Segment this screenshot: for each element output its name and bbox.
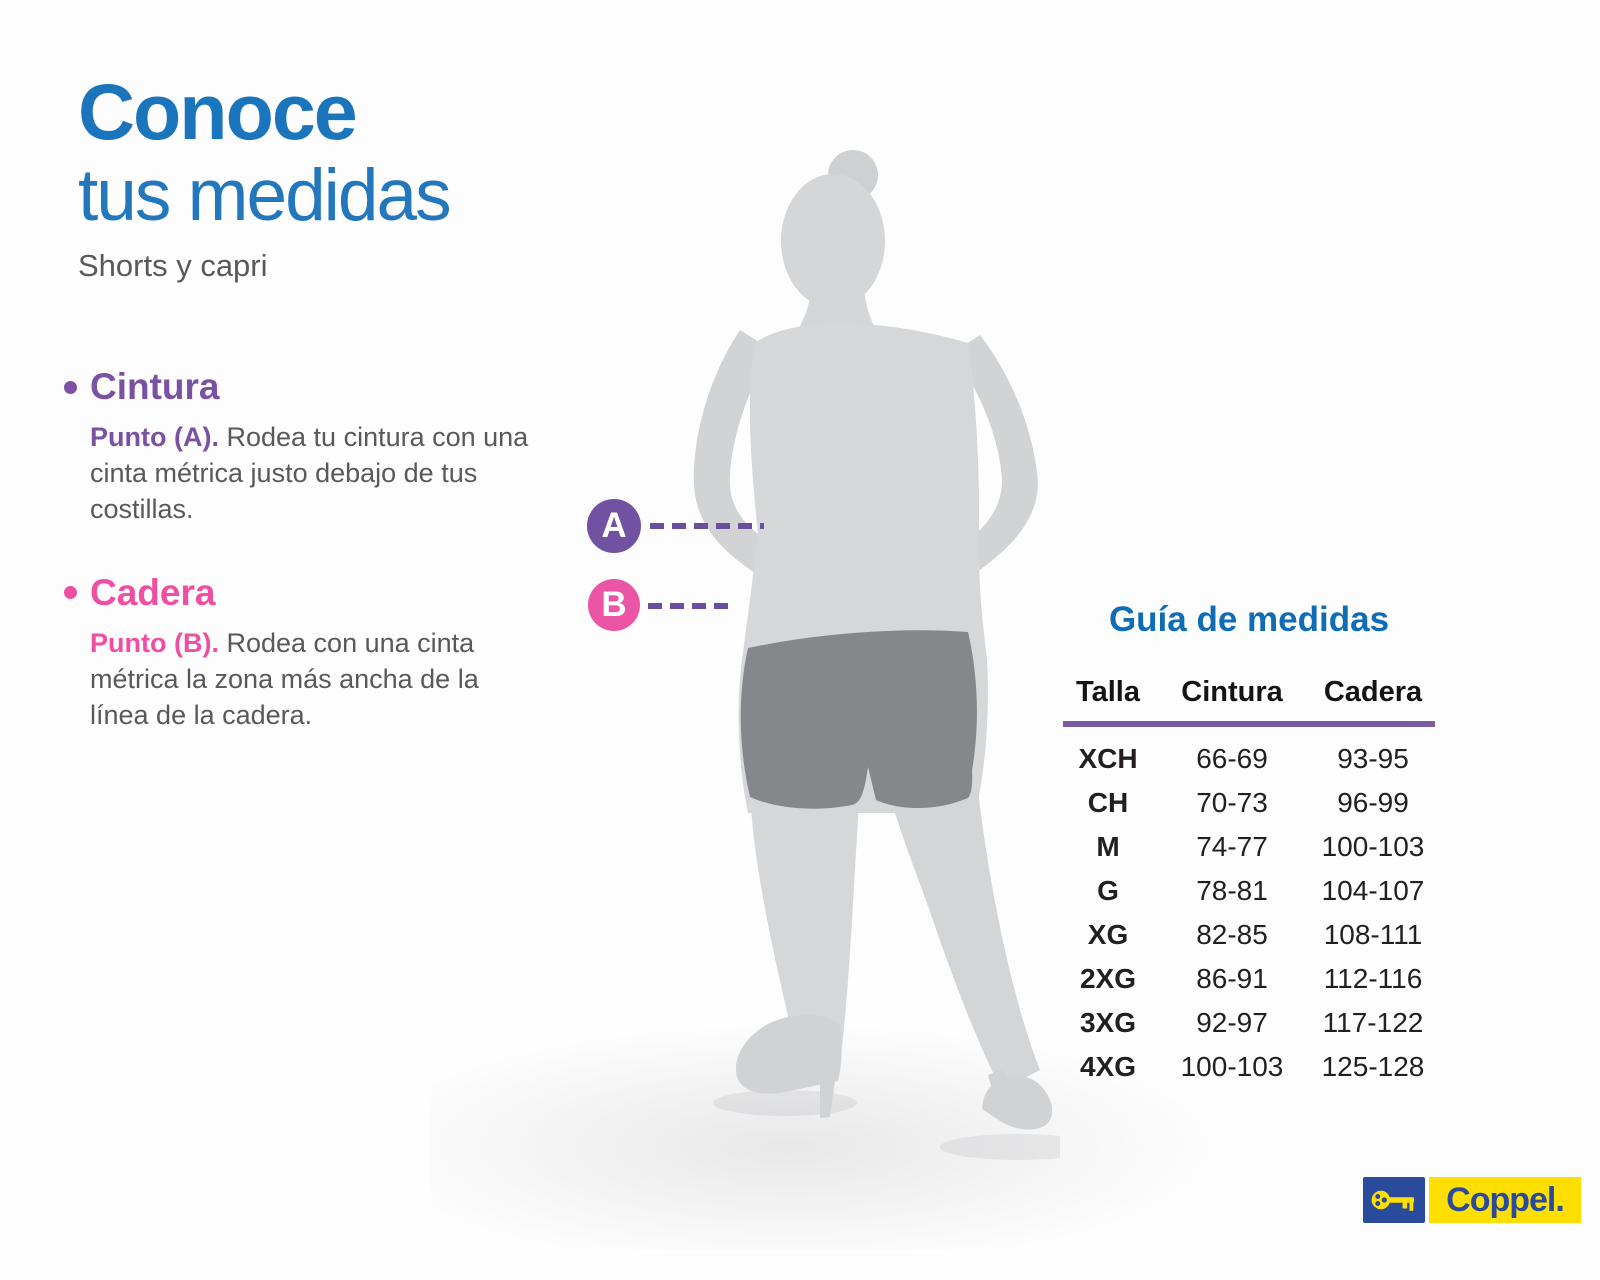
hip-marker-b: B bbox=[588, 579, 640, 631]
cell-cadera: 125-128 bbox=[1321, 1051, 1425, 1082]
instruction-sections: Cintura Punto (A). Rodea tu cintura con … bbox=[64, 366, 544, 733]
cintura-heading: Cintura bbox=[90, 366, 220, 407]
cell-cintura: 82-85 bbox=[1196, 919, 1268, 950]
cell-talla: CH bbox=[1087, 787, 1129, 818]
cell-talla: XG bbox=[1087, 919, 1129, 950]
cell-talla: G bbox=[1097, 875, 1119, 906]
page-title-line2: tus medidas bbox=[78, 155, 452, 236]
cell-cadera: 93-95 bbox=[1337, 743, 1409, 774]
cell-talla: 3XG bbox=[1079, 1007, 1137, 1038]
size-guide-title: Guía de medidas bbox=[1108, 600, 1390, 639]
cell-cadera: 112-116 bbox=[1323, 963, 1423, 994]
cell-cintura: 78-81 bbox=[1196, 875, 1268, 906]
coppel-key-icon bbox=[1363, 1177, 1425, 1223]
cintura-body-text: Rodea tu cintura con una cinta métrica j… bbox=[90, 422, 529, 524]
cell-talla: 2XG bbox=[1079, 963, 1137, 994]
table-row: 3XG 92-97 117-122 bbox=[1063, 1001, 1435, 1045]
cell-cadera: 117-122 bbox=[1322, 1007, 1424, 1038]
size-table: Talla Cintura Cadera XCH 66-69 93-95 CH … bbox=[1063, 676, 1435, 1089]
cintura-bullet-icon bbox=[64, 380, 77, 394]
cadera-instruction: Punto (B). Rodea con una cinta métrica l… bbox=[90, 626, 538, 734]
cell-cintura: 92-97 bbox=[1196, 1007, 1268, 1038]
hip-dashed-line bbox=[648, 603, 728, 609]
cell-cintura: 86-91 bbox=[1196, 963, 1268, 994]
table-row: G 78-81 104-107 bbox=[1063, 869, 1435, 913]
cell-cintura: 70-73 bbox=[1196, 787, 1268, 818]
page-title-line1: Conoce bbox=[78, 67, 358, 156]
col-header-talla: Talla bbox=[1076, 676, 1140, 708]
table-row: CH 70-73 96-99 bbox=[1063, 781, 1435, 825]
size-table-body: XCH 66-69 93-95 CH 70-73 96-99 M 74-77 1… bbox=[1063, 737, 1435, 1089]
col-header-cintura: Cintura bbox=[1181, 676, 1283, 708]
cell-cintura: 66-69 bbox=[1196, 743, 1268, 774]
section-cintura: Cintura Punto (A). Rodea tu cintura con … bbox=[64, 366, 544, 528]
cadera-bullet-icon bbox=[64, 586, 77, 600]
cadera-heading-row: Cadera bbox=[64, 572, 544, 614]
coppel-logo: Coppel. bbox=[1363, 1177, 1581, 1223]
cadera-body-text: Rodea con una cinta métrica la zona más … bbox=[90, 627, 479, 730]
coppel-wordmark: Coppel. bbox=[1446, 1180, 1565, 1219]
cadera-heading: Cadera bbox=[90, 571, 216, 613]
coppel-wordmark-box: Coppel. bbox=[1429, 1177, 1581, 1223]
cadera-lead: Punto (B). bbox=[90, 627, 219, 658]
table-row: XG 82-85 108-111 bbox=[1063, 913, 1435, 957]
size-table-header: Talla Cintura Cadera bbox=[1063, 676, 1435, 727]
body-silhouette-figure bbox=[693, 150, 1060, 1160]
cell-cintura: 74-77 bbox=[1196, 831, 1268, 862]
col-header-cadera: Cadera bbox=[1323, 676, 1423, 708]
cintura-lead: Punto (A). bbox=[90, 422, 219, 452]
table-row: XCH 66-69 93-95 bbox=[1063, 737, 1435, 781]
waist-marker-a: A bbox=[587, 499, 641, 553]
cell-cadera: 108-111 bbox=[1323, 919, 1423, 950]
table-row: 2XG 86-91 112-116 bbox=[1063, 957, 1435, 1001]
cell-cadera: 100-103 bbox=[1321, 831, 1425, 862]
table-row: M 74-77 100-103 bbox=[1063, 825, 1435, 869]
page-subtitle: Shorts y capri bbox=[78, 248, 268, 283]
waist-marker-a-label: A bbox=[601, 506, 627, 545]
title-block: Conoce tus medidas Shorts y capri bbox=[78, 67, 452, 284]
size-guide: Guía de medidas Talla Cintura Cadera XCH… bbox=[1063, 600, 1435, 1089]
cell-cintura: 100-103 bbox=[1180, 1051, 1284, 1082]
cell-talla: M bbox=[1096, 831, 1120, 862]
cell-cadera: 104-107 bbox=[1321, 875, 1425, 906]
cell-talla: 4XG bbox=[1079, 1051, 1137, 1082]
cintura-heading-row: Cintura bbox=[64, 366, 544, 408]
table-row: 4XG 100-103 125-128 bbox=[1063, 1045, 1435, 1089]
hip-marker-b-label: B bbox=[601, 585, 627, 624]
cintura-instruction: Punto (A). Rodea tu cintura con una cint… bbox=[90, 420, 538, 528]
waist-dashed-line bbox=[650, 523, 764, 529]
cell-cadera: 96-99 bbox=[1337, 787, 1409, 818]
section-cadera: Cadera Punto (B). Rodea con una cinta mé… bbox=[64, 572, 544, 734]
cell-talla: XCH bbox=[1078, 743, 1138, 774]
